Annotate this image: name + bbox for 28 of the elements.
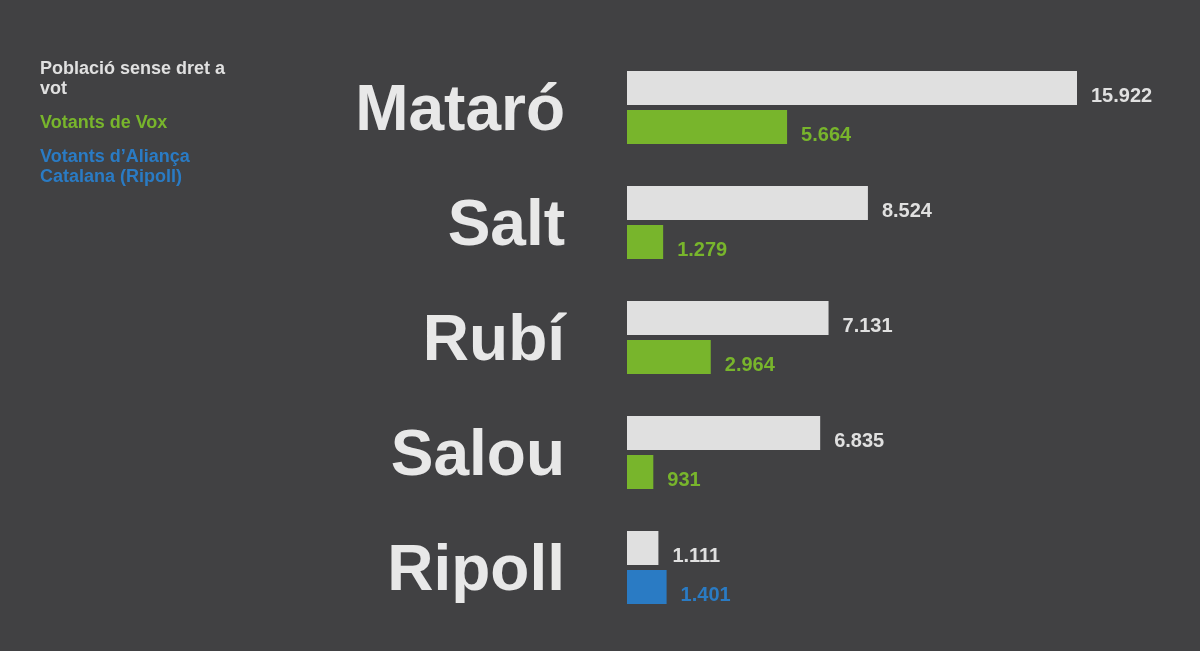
data-label: 15.922	[1091, 84, 1153, 106]
bar	[627, 455, 654, 489]
text: Població sense dret a vot	[40, 58, 227, 98]
bar	[627, 416, 821, 450]
bar	[627, 301, 829, 335]
data-label: 6.835	[834, 429, 885, 451]
text: Votants d’Aliança Catalana (Ripoll)	[40, 146, 191, 186]
y-tick-label: Salt	[447, 186, 565, 259]
data-label: 1.401	[680, 583, 731, 605]
data-label: 2.964	[724, 353, 776, 375]
y-tick-label: Mataró	[355, 71, 565, 144]
bar	[627, 71, 1077, 105]
data-label: 1.111	[672, 544, 721, 566]
y-tick-label: Ripoll	[387, 531, 565, 604]
data-label: 931	[667, 468, 701, 490]
bar	[627, 110, 788, 144]
y-tick-label: Salou	[390, 416, 565, 489]
data-label: 8.524	[881, 199, 933, 221]
bar	[627, 186, 868, 220]
bar	[627, 340, 711, 374]
bar	[627, 225, 664, 259]
bar	[627, 531, 659, 565]
data-label: 7.131	[842, 314, 893, 336]
data-label: 1.279	[677, 238, 728, 260]
y-tick-label: Rubí	[422, 301, 568, 374]
bar	[627, 570, 667, 604]
text: Votants de Vox	[40, 112, 169, 132]
data-label: 5.664	[801, 123, 853, 145]
